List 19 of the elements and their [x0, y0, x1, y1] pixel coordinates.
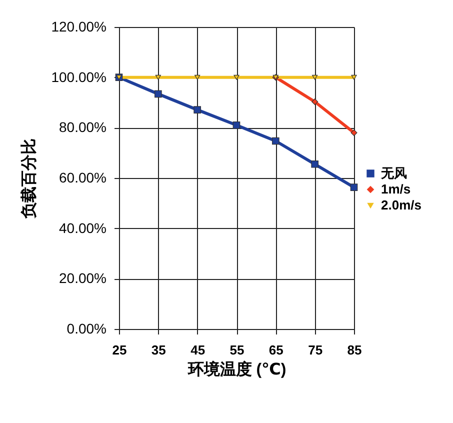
- x-tick-label: 85: [347, 342, 362, 358]
- y-tick-label: 60.00%: [59, 170, 106, 186]
- y-tick-label: 0.00%: [66, 320, 106, 336]
- y-tick-label: 120.00%: [51, 18, 106, 34]
- x-tick-label: 65: [268, 342, 284, 358]
- x-tick-label: 35: [151, 342, 166, 358]
- legend-label: 2.0m/s: [381, 198, 422, 212]
- x-axis-title: 环境温度 (℃): [186, 360, 286, 378]
- legend-label: 无风: [380, 166, 407, 180]
- legend-label: 1m/s: [381, 182, 411, 196]
- y-axis-title: 负载百分比: [20, 138, 38, 220]
- x-tick-label: 55: [230, 342, 244, 358]
- y-tick-label: 80.00%: [59, 119, 106, 136]
- y-tick-label: 40.00%: [59, 220, 106, 236]
- y-tick-label: 100.00%: [51, 68, 106, 85]
- x-tick-label: 75: [308, 342, 323, 358]
- y-tick-label: 20.00%: [59, 270, 106, 286]
- x-tick-label: 25: [112, 342, 127, 358]
- x-tick-label: 45: [190, 342, 206, 358]
